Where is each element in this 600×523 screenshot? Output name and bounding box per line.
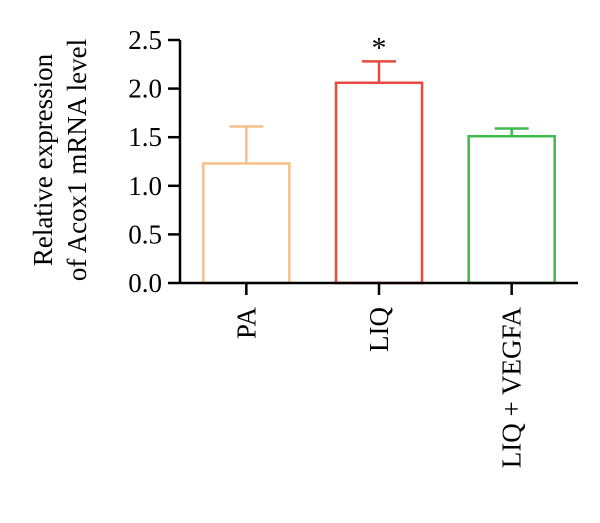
significance-marker-1: * bbox=[372, 31, 387, 64]
chart-marks: * bbox=[202, 31, 556, 285]
x-tick-label-0: PA bbox=[231, 307, 261, 340]
bar-1 bbox=[334, 81, 424, 285]
y-tick-label-4: 2.0 bbox=[128, 74, 162, 104]
x-tick-label-1: LIQ bbox=[364, 307, 394, 352]
y-tick-label-2: 1.0 bbox=[128, 171, 162, 201]
error-bar-0 bbox=[229, 125, 264, 164]
x-axis-ticks: PA LIQ LIQ + VEGFA bbox=[231, 283, 527, 469]
x-tick-label-2: LIQ + VEGFA bbox=[497, 307, 527, 469]
y-axis-label: Relative expression of Acox1 mRNA level bbox=[28, 39, 92, 281]
y-tick-label-3: 1.5 bbox=[128, 122, 162, 152]
y-tick-label-0: 0.0 bbox=[128, 268, 162, 298]
y-axis-label-line-1: Relative expression bbox=[28, 53, 58, 266]
y-tick-label-5: 2.5 bbox=[128, 25, 162, 55]
bar-2 bbox=[467, 134, 556, 285]
y-axis-label-line-2: of Acox1 mRNA level bbox=[62, 39, 92, 281]
error-bar-2 bbox=[494, 127, 529, 137]
error-bar-1 bbox=[362, 60, 396, 83]
y-tick-label-1: 0.5 bbox=[128, 219, 162, 249]
bar-0 bbox=[202, 162, 291, 285]
y-axis-ticks: 0.0 0.5 1.0 1.5 2.0 2.5 bbox=[128, 25, 180, 298]
